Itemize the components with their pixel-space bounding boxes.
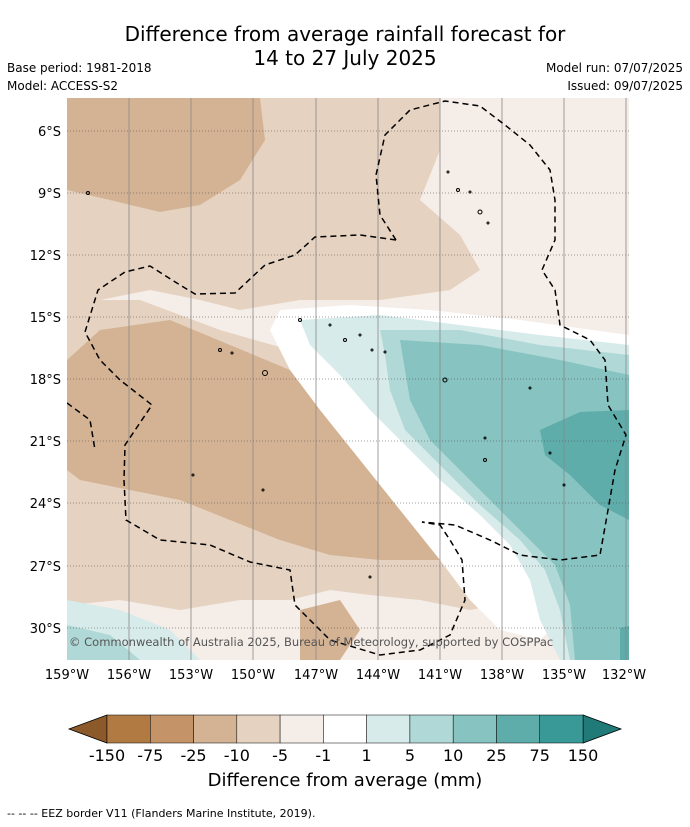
colorbar-cell: [236, 714, 281, 744]
lat-gridlines: [67, 130, 629, 629]
lon-label: 138°W: [480, 668, 524, 683]
colorbar-tick-label: -75: [137, 746, 163, 765]
lon-label: 150°W: [231, 668, 275, 683]
colorbar-cell: [409, 714, 454, 744]
colorbar-cell: [106, 714, 151, 744]
colorbar-cell: [193, 714, 238, 744]
lon-label: 132°W: [602, 668, 646, 683]
chart-title: Difference from average rainfall forecas…: [0, 22, 690, 70]
wet-corner-sw-medium: [67, 625, 140, 660]
lon-axis: 159°W 156°W 153°W 150°W 147°W 144°W 141°…: [45, 668, 646, 683]
colorbar-tick-label: 10: [443, 746, 463, 765]
model-run-label: Model run: 07/07/2025: [545, 61, 683, 75]
colorbar-cell: [539, 714, 584, 744]
colorbar-cell: [323, 714, 367, 744]
eez-borders: [67, 100, 627, 656]
base-period-label: Base period: 1981-2018: [7, 61, 152, 75]
meta-left: Base period: 1981-2018 Model: ACCESS-S2: [7, 59, 152, 95]
colorbar-tick-label: -25: [180, 746, 206, 765]
eez-footnote: -- -- -- EEZ border V11 (Flanders Marine…: [7, 807, 316, 820]
lon-label: 144°W: [356, 668, 400, 683]
colorbar-tick-label: 1: [362, 746, 372, 765]
colorbar-tick-label: 25: [486, 746, 506, 765]
lat-label: 9°S: [38, 187, 61, 202]
model-label: Model: ACCESS-S2: [7, 79, 119, 93]
lat-label: 12°S: [30, 249, 61, 264]
colorbar-tick-label: 5: [405, 746, 415, 765]
lon-label: 156°W: [107, 668, 151, 683]
colorbar-cell: [452, 714, 497, 744]
dry-region-medium-central: [67, 320, 500, 560]
colorbar-high-arrow: [582, 714, 623, 744]
colorbar-tick-label: 75: [530, 746, 550, 765]
colorbar-tick-label: 150: [568, 746, 599, 765]
colorbar-cell: [496, 714, 540, 744]
lon-label: 141°W: [418, 668, 462, 683]
lon-label: 153°W: [169, 668, 213, 683]
colorbar: -150 -75 -25 -10 -5 -1 1 5 10 25 75 150: [67, 714, 623, 765]
colorbar-cell: [279, 714, 324, 744]
colorbar-low-arrow: [67, 714, 108, 744]
meta-right: Model run: 07/07/2025 Issued: 09/07/2025: [546, 59, 683, 95]
colorbar-cell: [150, 714, 194, 744]
lat-label: 15°S: [30, 311, 61, 326]
issued-label: Issued: 09/07/2025: [567, 79, 683, 93]
lon-gridlines: [128, 98, 627, 660]
rainfall-map: © Commonwealth of Australia 2025, Bureau…: [30, 98, 646, 765]
lat-label: 21°S: [30, 435, 61, 450]
title-line-1: Difference from average rainfall forecas…: [124, 22, 566, 46]
lat-axis: 6°S 9°S 12°S 15°S 18°S 21°S 24°S 27°S 30…: [30, 125, 61, 637]
copyright-text: © Commonwealth of Australia 2025, Bureau…: [69, 635, 553, 649]
lat-label: 24°S: [30, 497, 61, 512]
lat-label: 18°S: [30, 373, 61, 388]
colorbar-cell: [366, 714, 411, 744]
wet-region-very-strong: [540, 410, 629, 520]
colorbar-tick-label: -150: [89, 746, 125, 765]
colorbar-tick-label: -1: [315, 746, 331, 765]
colorbar-title: Difference from average (mm): [207, 770, 483, 791]
title-line-2: 14 to 27 July 2025: [253, 46, 437, 70]
lat-label: 27°S: [30, 560, 61, 575]
lon-label: 147°W: [294, 668, 338, 683]
colorbar-tick-label: -10: [224, 746, 250, 765]
wet-region-very-strong-south: [620, 626, 629, 660]
colorbar-tick-label: -5: [272, 746, 288, 765]
lat-label: 6°S: [38, 125, 61, 140]
lon-label: 135°W: [542, 668, 586, 683]
lat-label: 30°S: [30, 622, 61, 637]
island-markers: [86, 170, 566, 579]
lon-label: 159°W: [45, 668, 89, 683]
dry-region-medium-nw: [67, 98, 265, 212]
